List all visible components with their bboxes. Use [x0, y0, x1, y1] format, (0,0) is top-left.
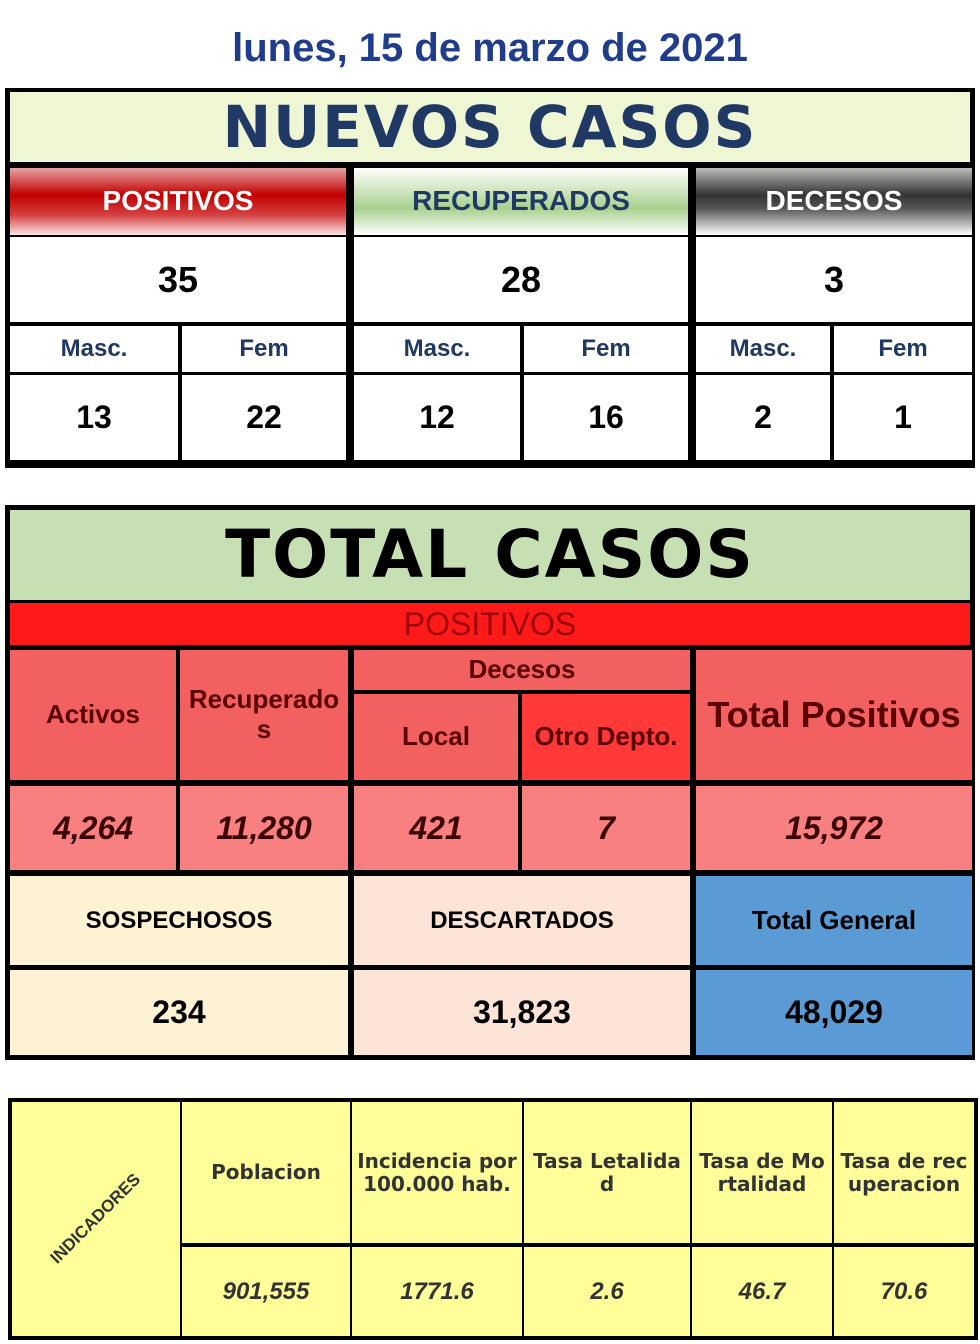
summary-value: 31,823	[354, 970, 690, 1055]
sub-label: Masc.	[354, 326, 520, 372]
indicator-header: Tasa de recuperacion	[834, 1102, 974, 1243]
sub-label: Fem	[834, 326, 972, 372]
group-total: 3	[696, 237, 972, 322]
sub-value: 12	[354, 375, 520, 460]
header-cell: Activos	[10, 650, 176, 780]
total-casos-table: TOTAL CASOS POSITIVOS Activos Recuperados De…	[5, 505, 975, 1060]
group-header: POSITIVOS	[10, 168, 346, 235]
summary-header: SOSPECHOSOS	[10, 876, 348, 965]
value-cell: 421	[354, 786, 518, 870]
header-cell: Local	[354, 694, 518, 780]
sub-value: 22	[182, 375, 346, 460]
header-cell: Total Positivos	[696, 650, 972, 780]
indicadores-label: INDICADORES	[12, 1102, 180, 1336]
summary-value: 234	[10, 970, 348, 1055]
group-total: 35	[10, 237, 346, 322]
value-cell: 15,972	[696, 786, 972, 870]
sub-value: 13	[10, 375, 178, 460]
group-header: RECUPERADOS	[354, 168, 688, 235]
indicator-header: Tasa de Mortalidad	[692, 1102, 832, 1243]
indicadores-table: INDICADORES Poblacion 901,555 Incidencia po…	[8, 1098, 978, 1340]
sub-label: Masc.	[10, 326, 178, 372]
section-title: TOTAL CASOS	[10, 510, 970, 600]
sub-label: Masc.	[696, 326, 830, 372]
value-cell: 7	[522, 786, 690, 870]
section-title: NUEVOS CASOS	[10, 92, 970, 162]
indicator-header: Poblacion	[182, 1102, 350, 1243]
summary-header: Total General	[696, 876, 972, 965]
value-cell: 4,264	[10, 786, 176, 870]
summary-header: DESCARTADOS	[354, 876, 690, 965]
header-cell: Recuperados	[180, 650, 348, 780]
sub-value: 16	[524, 375, 688, 460]
sub-label: Fem	[182, 326, 346, 372]
indicator-header: Tasa Letalidad	[524, 1102, 690, 1243]
indicadores-label-text: INDICADORES	[47, 1170, 145, 1268]
indicator-value: 901,555	[182, 1247, 350, 1336]
sub-value: 1	[834, 375, 972, 460]
indicator-value: 70.6	[834, 1247, 974, 1336]
nuevos-casos-table: NUEVOS CASOS POSITIVOS 35 Masc. 13 Fem 22 RECUP…	[5, 88, 975, 468]
indicator-header: Incidencia por 100.000 hab.	[352, 1102, 522, 1243]
date-title: lunes, 15 de marzo de 2021	[232, 25, 748, 70]
indicator-value: 1771.6	[352, 1247, 522, 1336]
value-cell: 11,280	[180, 786, 348, 870]
group-header: DECESOS	[696, 168, 972, 235]
header-cell: Otro Depto.	[522, 694, 690, 780]
header-cell: Decesos	[354, 650, 690, 690]
indicator-value: 46.7	[692, 1247, 832, 1336]
sub-label: Fem	[524, 326, 688, 372]
indicator-value: 2.6	[524, 1247, 690, 1336]
group-total: 28	[354, 237, 688, 322]
summary-value: 48,029	[696, 970, 972, 1055]
sub-value: 2	[696, 375, 830, 460]
positivos-bar: POSITIVOS	[10, 603, 970, 645]
